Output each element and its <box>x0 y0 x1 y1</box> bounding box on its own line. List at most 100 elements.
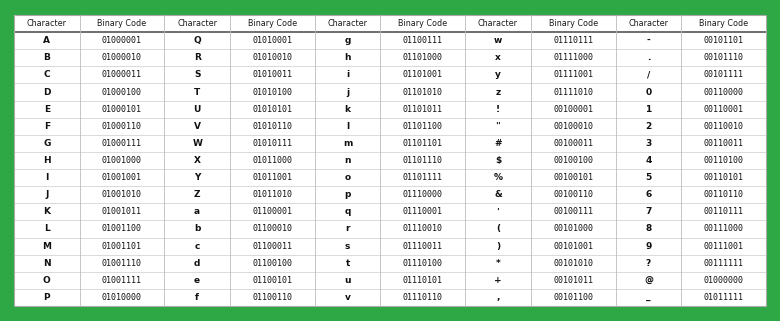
Text: i: i <box>346 70 349 79</box>
Text: 4: 4 <box>645 156 651 165</box>
Text: Q: Q <box>193 36 201 45</box>
Text: 01000010: 01000010 <box>102 53 142 62</box>
Text: 01001000: 01001000 <box>102 156 142 165</box>
Text: 00111111: 00111111 <box>704 259 743 268</box>
Text: .: . <box>647 53 650 62</box>
Text: 0: 0 <box>645 88 651 97</box>
Text: 00100011: 00100011 <box>553 139 593 148</box>
Text: 01001001: 01001001 <box>102 173 142 182</box>
Text: 01000110: 01000110 <box>102 122 142 131</box>
Text: w: w <box>494 36 502 45</box>
Text: 01110010: 01110010 <box>402 224 443 233</box>
Text: 01000001: 01000001 <box>102 36 142 45</box>
Text: U: U <box>193 105 201 114</box>
Text: T: T <box>194 88 200 97</box>
Text: F: F <box>44 122 50 131</box>
Text: 9: 9 <box>645 242 651 251</box>
Text: j: j <box>346 88 349 97</box>
Text: 01110011: 01110011 <box>402 242 443 251</box>
Text: 01000000: 01000000 <box>704 276 743 285</box>
Text: *: * <box>495 259 500 268</box>
Text: Character: Character <box>27 19 67 28</box>
Text: e: e <box>194 276 200 285</box>
Text: 01010100: 01010100 <box>253 88 292 97</box>
Text: $: $ <box>495 156 501 165</box>
Text: 00101001: 00101001 <box>553 242 593 251</box>
Text: o: o <box>345 173 351 182</box>
Text: 00100100: 00100100 <box>553 156 593 165</box>
Text: ,: , <box>496 293 500 302</box>
Text: 01001110: 01001110 <box>102 259 142 268</box>
Text: 01001010: 01001010 <box>102 190 142 199</box>
Text: C: C <box>44 70 50 79</box>
Text: 01110100: 01110100 <box>402 259 443 268</box>
Text: b: b <box>194 224 200 233</box>
Text: 01100011: 01100011 <box>253 242 292 251</box>
Text: I: I <box>45 173 48 182</box>
Text: Binary Code: Binary Code <box>98 19 147 28</box>
Text: ?: ? <box>646 259 651 268</box>
Text: 01010010: 01010010 <box>253 53 292 62</box>
Text: 01101010: 01101010 <box>402 88 443 97</box>
Text: 00111000: 00111000 <box>704 224 743 233</box>
Text: /: / <box>647 70 650 79</box>
Text: -: - <box>647 36 651 45</box>
Text: 01100001: 01100001 <box>253 207 292 216</box>
Text: 00111001: 00111001 <box>704 242 743 251</box>
Text: H: H <box>43 156 51 165</box>
Text: 01000111: 01000111 <box>102 139 142 148</box>
Text: 6: 6 <box>645 190 651 199</box>
Text: 01001111: 01001111 <box>102 276 142 285</box>
Text: G: G <box>43 139 51 148</box>
Text: 00110101: 00110101 <box>704 173 743 182</box>
Text: 00100101: 00100101 <box>553 173 593 182</box>
Text: 2: 2 <box>645 122 651 131</box>
Text: 01000011: 01000011 <box>102 70 142 79</box>
Text: 00110000: 00110000 <box>704 88 743 97</box>
Text: 01010110: 01010110 <box>253 122 292 131</box>
Text: 01111010: 01111010 <box>553 88 593 97</box>
Text: P: P <box>44 293 50 302</box>
Text: 00110110: 00110110 <box>704 190 743 199</box>
Text: d: d <box>194 259 200 268</box>
Text: K: K <box>43 207 50 216</box>
Text: 5: 5 <box>645 173 651 182</box>
Text: 3: 3 <box>645 139 651 148</box>
Text: y: y <box>495 70 501 79</box>
Text: 01000101: 01000101 <box>102 105 142 114</box>
Text: O: O <box>43 276 51 285</box>
Text: D: D <box>43 88 51 97</box>
Text: Character: Character <box>478 19 518 28</box>
Text: 00100110: 00100110 <box>553 190 593 199</box>
Text: S: S <box>194 70 200 79</box>
Text: 01110000: 01110000 <box>402 190 443 199</box>
Text: Character: Character <box>629 19 668 28</box>
Text: 00100111: 00100111 <box>553 207 593 216</box>
Text: +: + <box>495 276 502 285</box>
Text: 01010011: 01010011 <box>253 70 292 79</box>
Text: 01100111: 01100111 <box>402 36 443 45</box>
Text: 00101100: 00101100 <box>553 293 593 302</box>
Text: 01110001: 01110001 <box>402 207 443 216</box>
Text: X: X <box>193 156 200 165</box>
Text: 00110001: 00110001 <box>704 105 743 114</box>
Text: 01101110: 01101110 <box>402 156 443 165</box>
Text: 01000100: 01000100 <box>102 88 142 97</box>
Text: 01011010: 01011010 <box>253 190 292 199</box>
Text: 01100110: 01100110 <box>253 293 292 302</box>
Text: Binary Code: Binary Code <box>548 19 597 28</box>
Text: 01111000: 01111000 <box>553 53 593 62</box>
Text: r: r <box>346 224 349 233</box>
Text: Y: Y <box>194 173 200 182</box>
Text: h: h <box>344 53 351 62</box>
Text: 01101101: 01101101 <box>402 139 443 148</box>
Text: 00101000: 00101000 <box>553 224 593 233</box>
Text: 01010101: 01010101 <box>253 105 292 114</box>
Text: m: m <box>343 139 353 148</box>
Text: B: B <box>44 53 50 62</box>
Text: #: # <box>495 139 502 148</box>
Text: s: s <box>345 242 350 251</box>
Text: 1: 1 <box>645 105 651 114</box>
Text: Character: Character <box>177 19 217 28</box>
Text: Binary Code: Binary Code <box>248 19 297 28</box>
